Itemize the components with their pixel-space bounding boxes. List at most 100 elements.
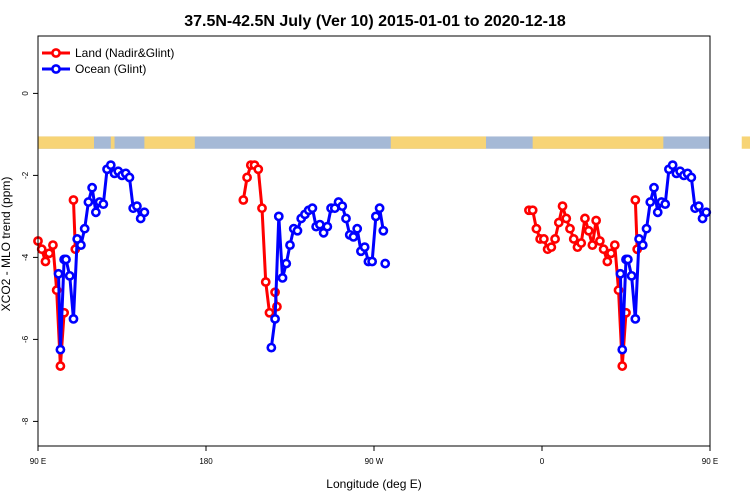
data-point <box>292 225 303 236</box>
x-axis: 90 E 180 90 W 0 90 E <box>30 446 718 466</box>
data-point <box>622 254 633 265</box>
data-point <box>348 231 359 242</box>
data-point <box>701 207 712 218</box>
data-point <box>61 254 71 265</box>
data-point <box>617 344 628 355</box>
data-point <box>352 223 363 234</box>
data-point <box>693 201 704 212</box>
data-point <box>36 244 47 255</box>
data-point <box>609 240 620 250</box>
data-point <box>531 223 542 234</box>
data-point <box>617 361 628 371</box>
data-point <box>594 236 605 246</box>
land-band <box>38 136 94 149</box>
data-point <box>53 268 64 279</box>
legend-swatch-marker <box>51 48 61 58</box>
land-ocean-strip <box>38 136 750 149</box>
data-point <box>667 160 678 171</box>
series-land <box>33 160 643 371</box>
data-point <box>68 195 79 205</box>
data-point <box>83 197 94 207</box>
data-point <box>238 195 249 205</box>
data-point <box>615 268 626 279</box>
data-point <box>602 256 613 267</box>
data-point <box>55 361 66 371</box>
data-point <box>583 225 594 236</box>
data-point <box>105 160 116 171</box>
data-point <box>561 213 572 224</box>
data-point <box>587 240 598 250</box>
data-point <box>374 203 385 214</box>
data-point <box>277 272 288 283</box>
data-point <box>576 238 587 248</box>
x-tick-label: 90 E <box>702 457 718 466</box>
data-point <box>565 223 575 234</box>
data-point <box>359 242 370 253</box>
data-point <box>580 213 590 224</box>
x-axis-label: Longitude (deg E) <box>326 477 421 491</box>
data-point <box>652 207 663 218</box>
data-point <box>641 223 652 234</box>
data-point <box>314 219 325 230</box>
data-point <box>630 195 641 205</box>
data-point <box>591 215 602 226</box>
data-point <box>553 217 564 228</box>
data-point <box>64 270 75 281</box>
y-tick-label: -2 <box>21 171 30 179</box>
x-tick-label: 0 <box>540 457 545 466</box>
data-point <box>260 277 271 287</box>
data-point <box>568 234 579 244</box>
y-axis-label: XCO2 - MLO trend (ppm) <box>0 177 13 312</box>
legend-swatch-marker <box>51 64 61 74</box>
data-point <box>341 213 351 224</box>
data-point <box>367 256 378 267</box>
data-point <box>132 201 142 212</box>
data-point <box>273 211 284 222</box>
legend: Land (Nadir&Glint) Ocean (Glint) <box>42 46 174 76</box>
data-point <box>538 234 549 244</box>
data-point <box>98 199 109 209</box>
data-point <box>257 203 267 214</box>
data-point <box>266 342 277 353</box>
data-point <box>87 182 98 193</box>
data-point <box>90 207 101 218</box>
y-tick-label: -4 <box>21 253 30 261</box>
data-point <box>307 203 318 214</box>
data-point <box>139 207 150 218</box>
land-band <box>741 136 750 149</box>
x-tick-label: 180 <box>199 457 213 466</box>
data-point <box>550 234 560 244</box>
data-point <box>55 344 66 355</box>
data-point <box>606 248 616 259</box>
series-line <box>528 204 628 368</box>
legend-label: Land (Nadir&Glint) <box>75 46 174 60</box>
data-point <box>40 256 51 267</box>
y-tick-label: -6 <box>21 335 30 343</box>
y-axis: 0 -2 -4 -6 -8 <box>21 91 38 425</box>
data-point <box>242 172 252 183</box>
data-point <box>322 221 333 232</box>
x-tick-label: 90 W <box>365 457 384 466</box>
data-point <box>124 172 135 183</box>
data-point <box>264 307 275 318</box>
data-point <box>645 197 656 207</box>
land-band <box>390 136 486 149</box>
data-point <box>686 172 697 183</box>
data-point <box>626 270 637 281</box>
land-band <box>110 136 115 149</box>
data-point <box>281 258 292 269</box>
series-layer <box>33 160 712 371</box>
data-point <box>527 205 538 216</box>
series-ocean <box>53 160 712 355</box>
land-band <box>532 136 664 149</box>
series-line <box>241 163 271 313</box>
x-tick-label: 90 E <box>30 457 46 466</box>
land-band <box>144 136 195 149</box>
data-point <box>598 244 609 255</box>
data-point <box>649 182 659 193</box>
data-point <box>44 248 55 259</box>
data-point <box>660 199 671 209</box>
data-point <box>380 258 391 269</box>
data-point <box>270 313 280 324</box>
